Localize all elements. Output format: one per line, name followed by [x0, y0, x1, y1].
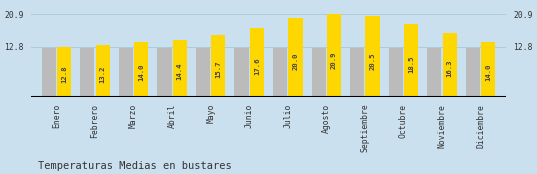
Bar	[80, 48, 95, 97]
Bar	[273, 48, 287, 97]
Bar	[311, 48, 326, 97]
Bar	[196, 48, 210, 97]
Bar	[211, 35, 226, 97]
Text: 16.3: 16.3	[447, 60, 453, 77]
Bar	[288, 18, 303, 97]
Bar	[442, 33, 457, 97]
Bar	[466, 48, 480, 97]
Text: 20.0: 20.0	[293, 53, 299, 70]
Bar	[234, 48, 249, 97]
Bar	[41, 48, 56, 97]
Bar	[119, 48, 133, 97]
Bar	[250, 28, 264, 97]
Text: 20.5: 20.5	[369, 52, 376, 70]
Text: 14.0: 14.0	[138, 64, 144, 81]
Text: 13.2: 13.2	[100, 65, 106, 83]
Bar	[157, 48, 171, 97]
Text: 15.7: 15.7	[215, 61, 221, 78]
Text: 14.4: 14.4	[177, 63, 183, 80]
Bar	[404, 24, 418, 97]
Text: 14.0: 14.0	[485, 64, 491, 81]
Bar	[96, 45, 110, 97]
Bar	[389, 48, 403, 97]
Bar	[366, 16, 380, 97]
Text: 17.6: 17.6	[254, 57, 260, 75]
Bar	[173, 40, 187, 97]
Bar	[481, 42, 496, 97]
Text: Temperaturas Medias en bustares: Temperaturas Medias en bustares	[38, 161, 231, 171]
Bar	[134, 42, 148, 97]
Text: 18.5: 18.5	[408, 56, 414, 73]
Text: 12.8: 12.8	[61, 66, 67, 83]
Bar	[327, 14, 341, 97]
Bar	[350, 48, 364, 97]
Text: 20.9: 20.9	[331, 51, 337, 69]
Bar	[427, 48, 441, 97]
Bar	[57, 47, 71, 97]
